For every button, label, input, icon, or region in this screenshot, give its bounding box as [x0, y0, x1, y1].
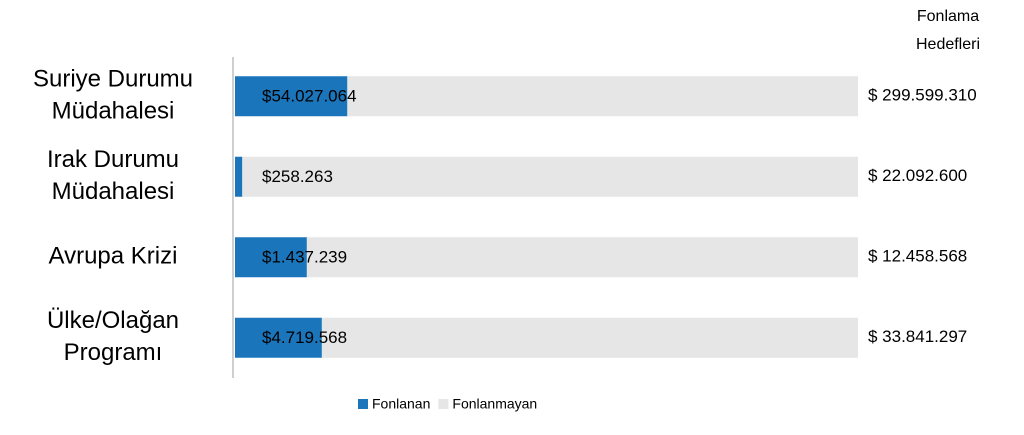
bar-segment: [321, 317, 858, 358]
target-label: $ 33.841.297: [868, 327, 967, 346]
category-label: Avrupa Krizi: [49, 243, 178, 270]
category-label: Irak Durumu Müdahalesi: [47, 146, 179, 205]
category-label: Suriye Durumu Müdahalesi: [33, 66, 193, 125]
value-label: $258.263: [262, 167, 333, 186]
bar-segment: [306, 237, 858, 278]
target-label: $ 12.458.568: [868, 247, 967, 266]
legend-label: Fonlanmayan: [452, 396, 537, 412]
bar-segment: [235, 76, 348, 117]
target-label: $ 299.599.310: [868, 86, 977, 105]
value-label: $4.719.568: [262, 328, 347, 347]
value-label: $54.027.064: [262, 87, 357, 106]
bar-segment: [235, 317, 322, 358]
bar-segment: [242, 156, 858, 197]
value-label: $1.437.239: [262, 248, 347, 267]
bar-segment: [235, 237, 307, 278]
bar-segment: [235, 156, 243, 197]
legend-label: Fonlanan: [372, 396, 430, 412]
legend-swatch: [358, 399, 368, 409]
target-label: $ 22.092.600: [868, 166, 967, 185]
targets-title: Fonlama Hedefleri: [916, 8, 980, 53]
legend-swatch: [438, 399, 449, 409]
category-label: Ülke/Olağan Programı: [47, 307, 179, 366]
bar-segment: [347, 76, 858, 117]
